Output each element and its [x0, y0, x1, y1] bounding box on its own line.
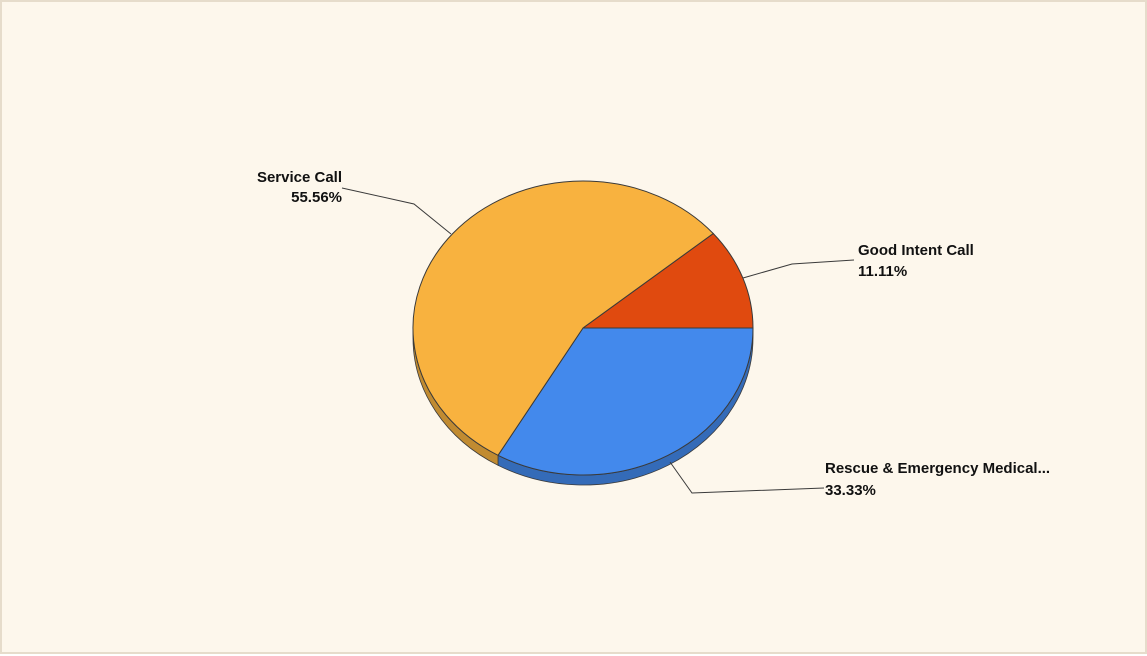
- slice-label-rescue-percent: 33.33%: [825, 482, 876, 499]
- pie-top-layer: [412, 180, 754, 476]
- slice-label-service-call-name: Service Call: [257, 169, 342, 186]
- slice-label-good-intent-call-percent: 11.11%: [858, 263, 907, 280]
- slice-label-good-intent-call-name: Good Intent Call: [858, 242, 974, 259]
- pie-slice-good-intent-call[interactable]: [581, 232, 754, 329]
- leader-line-rescue: [669, 461, 825, 494]
- slice-label-rescue-name: Rescue & Emergency Medical...: [825, 460, 1050, 477]
- leader-line-service-call: [341, 187, 452, 235]
- leader-line-good-intent-call: [742, 259, 855, 279]
- pie-slice-service-call[interactable]: [412, 180, 714, 456]
- slice-label-service-call-percent: 55.56%: [291, 189, 342, 206]
- pie-slice-rescue-emergency-medical[interactable]: [497, 327, 754, 476]
